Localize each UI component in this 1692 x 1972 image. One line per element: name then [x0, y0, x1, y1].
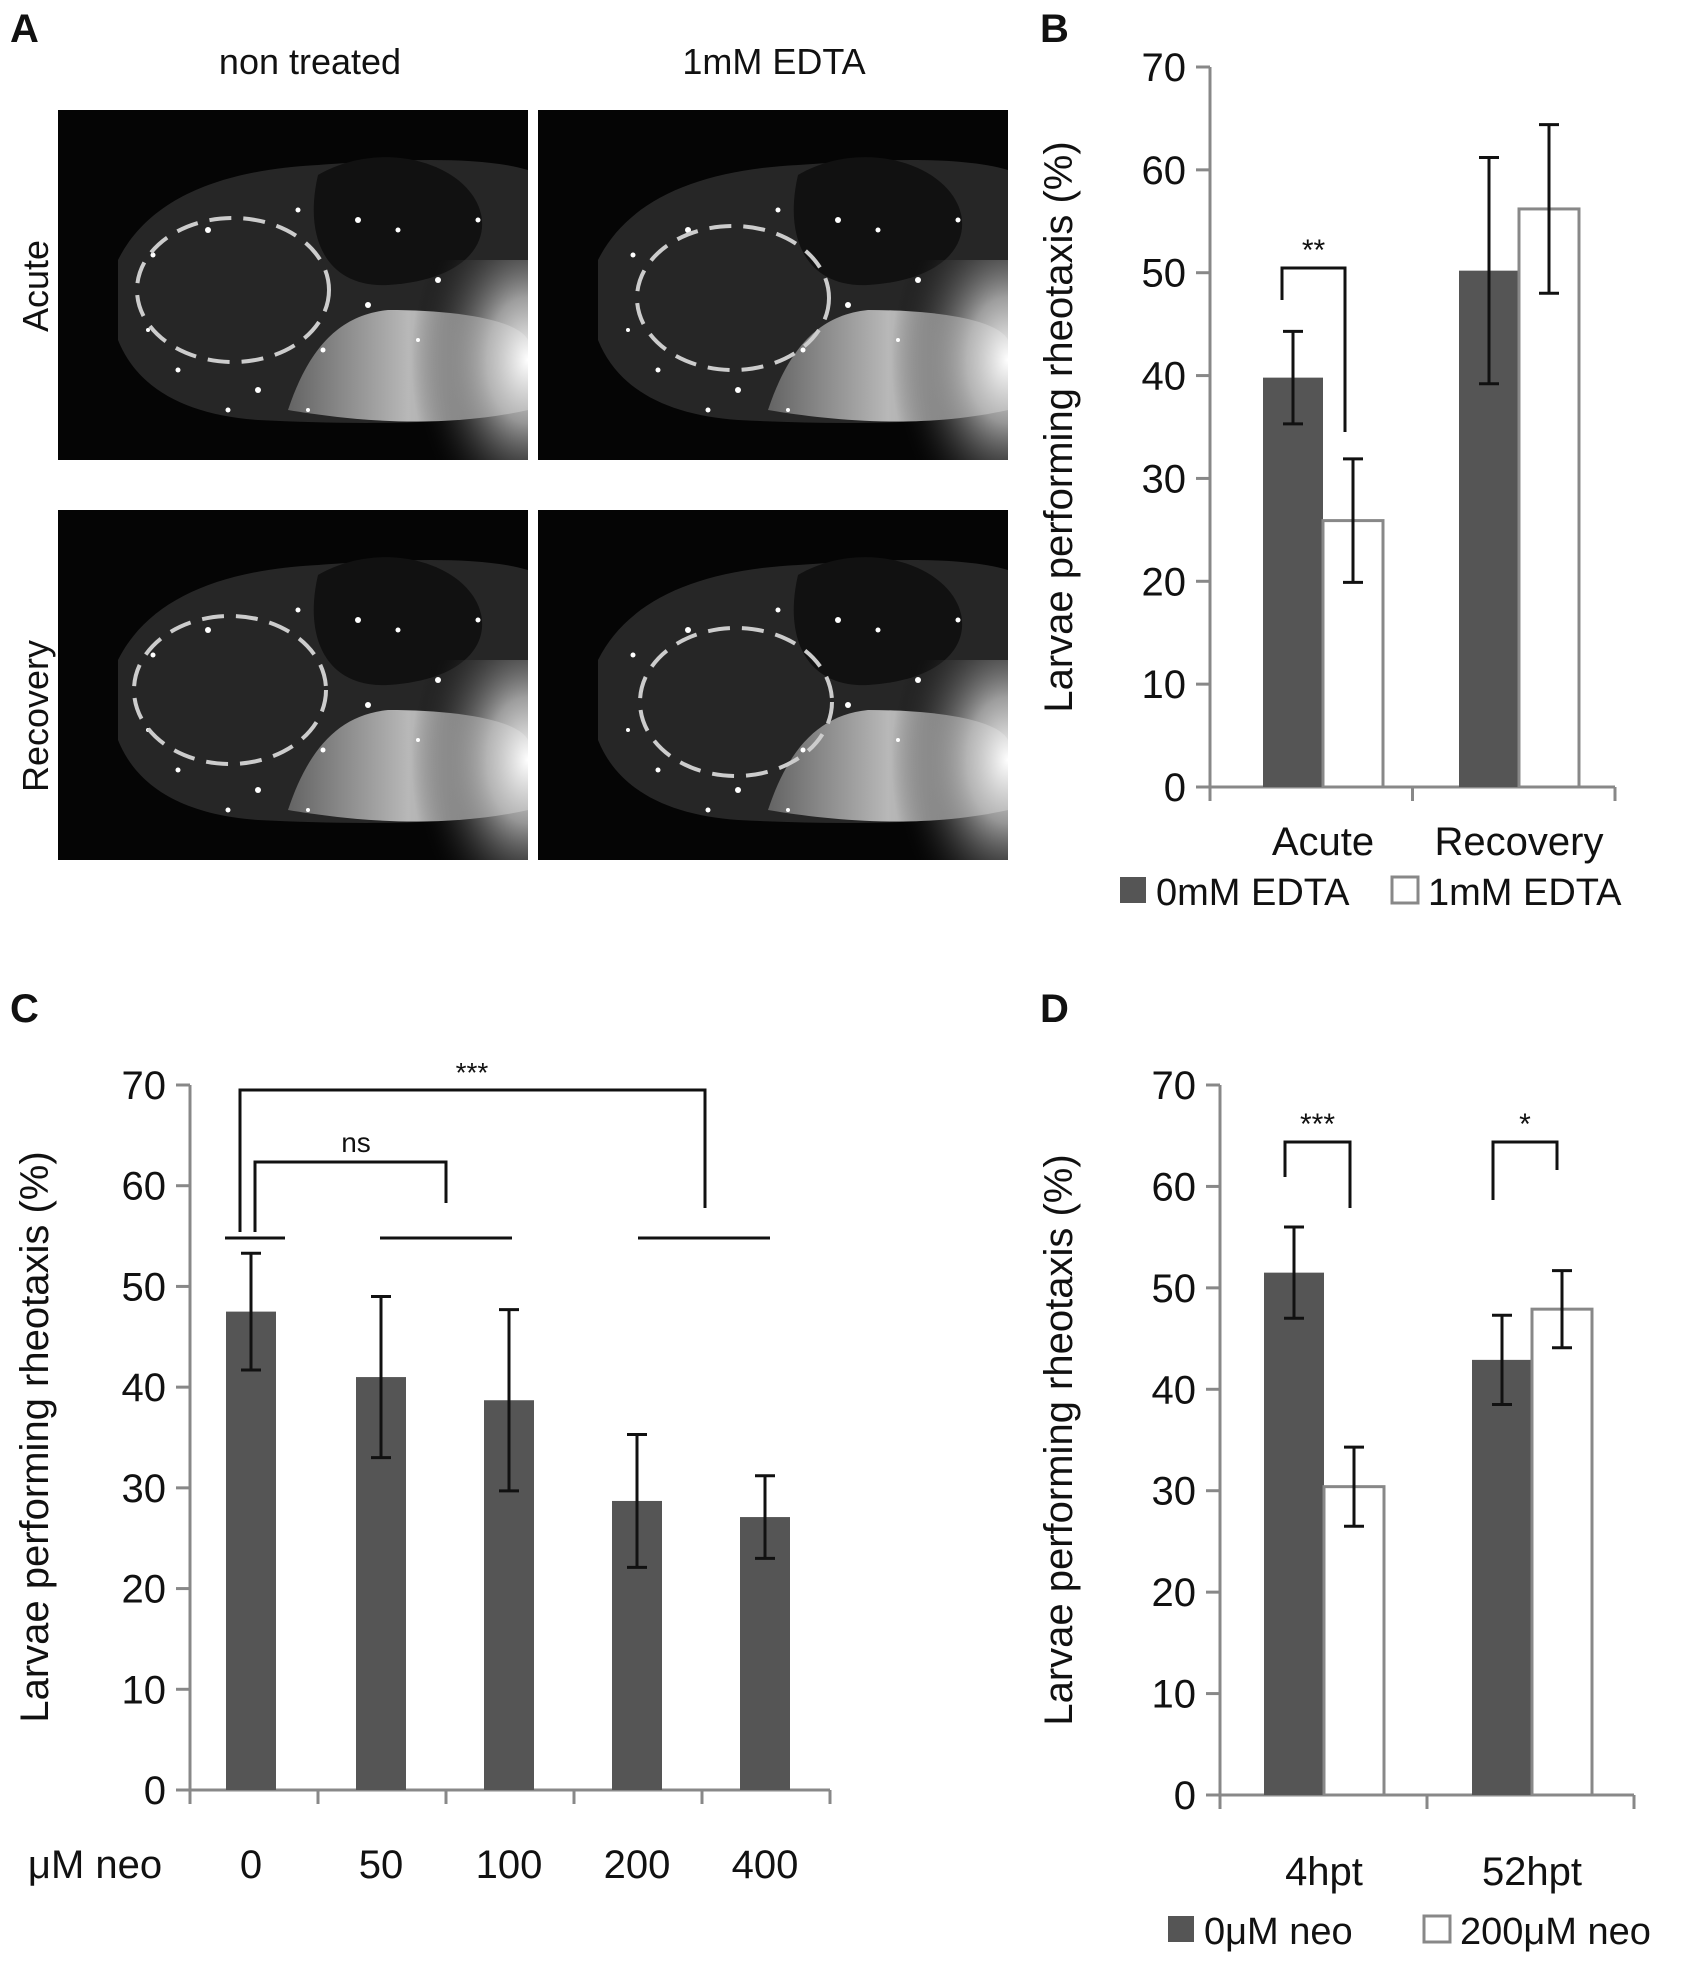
- legend-label: 200μM neo: [1460, 1911, 1651, 1953]
- x-category-label: 200: [604, 1843, 671, 1887]
- y-tick-label: 0: [1164, 766, 1186, 810]
- y-tick-label: 60: [122, 1165, 167, 1209]
- y-tick-label: 50: [1152, 1267, 1197, 1311]
- panel-b: B 0 10 20 30 40 50 60 70 Larvae performing rheot…: [1037, 7, 1622, 914]
- x-category-label: 100: [476, 1843, 543, 1887]
- significance-bracket: [1283, 1140, 1352, 1208]
- y-axis-title: Larvae performing rheotaxis (%): [1037, 141, 1081, 712]
- x-category-label: Recovery: [1435, 820, 1604, 864]
- micrograph-recovery-non-treated: [58, 510, 528, 860]
- y-tick-label: 70: [1142, 46, 1187, 90]
- y-axis-title: Larvae performing rheotaxis (%): [1037, 1154, 1081, 1725]
- y-tick-label: 0: [144, 1769, 166, 1813]
- panel-label-a: A: [10, 7, 39, 51]
- y-tick-label: 20: [122, 1568, 167, 1612]
- bar-0mm-edta-acute: [1263, 377, 1323, 787]
- y-tick-label: 30: [1142, 457, 1187, 501]
- x-category-label: 52hpt: [1482, 1850, 1582, 1894]
- significance-bracket: [1280, 266, 1347, 432]
- legend-label: 1mM EDTA: [1428, 872, 1622, 914]
- significance-label: ***: [1300, 1108, 1335, 1141]
- legend-label: 0mM EDTA: [1156, 872, 1350, 914]
- legend-swatch: [1422, 1914, 1452, 1944]
- legend-swatch: [1168, 1916, 1194, 1942]
- row-label-acute: Acute: [15, 240, 56, 332]
- significance-label: **: [1302, 234, 1326, 267]
- x-category-label: 50: [359, 1843, 404, 1887]
- significance-label: ***: [456, 1057, 489, 1088]
- bar-200-m-neo-52hpt: [1530, 1307, 1594, 1797]
- y-tick-label: 20: [1142, 560, 1187, 604]
- micrograph-acute-edta: [538, 110, 1008, 460]
- y-tick-label: 30: [1152, 1470, 1197, 1514]
- x-category-label: 400: [732, 1843, 799, 1887]
- bar-0-m-neo-4hpt: [1264, 1272, 1324, 1795]
- y-tick-label: 40: [1142, 355, 1187, 399]
- x-axis-title: μM neo: [28, 1843, 162, 1887]
- y-tick-label: 60: [1152, 1165, 1197, 1209]
- y-tick-label: 10: [122, 1668, 167, 1712]
- y-tick-label: 30: [122, 1467, 167, 1511]
- significance-bracket: [253, 1160, 448, 1232]
- significance-bracket: [1491, 1140, 1559, 1200]
- micrograph-acute-non-treated: [58, 110, 528, 460]
- bar-1mm-edta-recovery: [1517, 207, 1581, 789]
- y-tick-label: 50: [1142, 252, 1187, 296]
- y-tick-label: 40: [122, 1366, 167, 1410]
- y-axis-title: Larvae performing rheotaxis (%): [13, 1151, 57, 1722]
- legend-swatch: [1120, 877, 1146, 903]
- y-tick-label: 10: [1152, 1673, 1197, 1717]
- y-tick-label: 10: [1142, 663, 1187, 707]
- y-tick-label: 50: [122, 1265, 167, 1309]
- panel-d: D 0 10 20 30 40 50 60 70 Larvae performing rheot…: [1037, 987, 1651, 1953]
- row-label-recovery: Recovery: [15, 640, 56, 792]
- significance-label: *: [1519, 1108, 1531, 1141]
- y-tick-label: 40: [1152, 1368, 1197, 1412]
- panel-label-d: D: [1040, 987, 1069, 1031]
- column-header-non-treated: non treated: [219, 41, 401, 82]
- x-category-label: 4hpt: [1285, 1850, 1363, 1894]
- bar-200-m-neo-4hpt: [1322, 1485, 1386, 1797]
- chart-c: 0 10 20 30 40 50 60 70 Larvae performing rheotax…: [13, 1057, 832, 1887]
- legend-label: 0μM neo: [1204, 1911, 1353, 1953]
- bar-0-m-neo-52hpt: [1472, 1359, 1532, 1795]
- chart-d: 0 10 20 30 40 50 60 70 Larvae performing rheotax…: [1037, 1064, 1651, 1953]
- bar-series-400: [740, 1517, 790, 1790]
- y-tick-label: 70: [122, 1064, 167, 1108]
- bar-series-0: [226, 1311, 276, 1790]
- y-tick-label: 20: [1152, 1571, 1197, 1615]
- y-tick-label: 70: [1152, 1064, 1197, 1108]
- micrograph-recovery-edta: [538, 510, 1008, 860]
- column-header-edta: 1mM EDTA: [682, 41, 865, 82]
- panel-label-b: B: [1040, 7, 1069, 51]
- chart-b: 0 10 20 30 40 50 60 70 Larvae performing rheotax…: [1037, 46, 1622, 914]
- significance-label: ns: [341, 1127, 371, 1158]
- y-tick-label: 60: [1142, 149, 1187, 193]
- panel-a: A non treated 1mM EDTA Acute Recovery: [10, 7, 1008, 860]
- significance-bracket: [238, 1088, 707, 1232]
- x-category-label: 0: [240, 1843, 262, 1887]
- panel-c: C 0 10 20 30 40 50 60 70 Larvae performing rheot…: [10, 987, 832, 1887]
- panel-label-c: C: [10, 987, 39, 1031]
- y-tick-label: 0: [1174, 1774, 1196, 1818]
- x-category-label: Acute: [1272, 820, 1374, 864]
- legend-swatch: [1390, 875, 1420, 905]
